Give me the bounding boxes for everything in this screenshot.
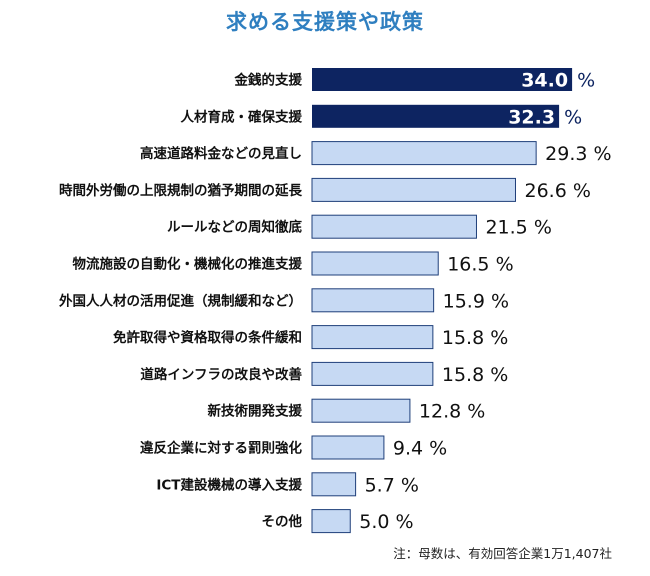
- value-label: 21.5 %: [485, 217, 551, 239]
- bar: [311, 141, 537, 166]
- value-label: 12.8 %: [419, 401, 485, 423]
- footnote: 注：母数は、有効回答企業1万1,407社: [393, 546, 612, 561]
- bar: [311, 251, 439, 276]
- bar: [311, 177, 516, 202]
- category-label: 時間外労働の上限規制の猶予期間の延長: [59, 182, 302, 199]
- bar: [311, 361, 434, 386]
- category-label: 違反企業に対する罰則強化: [140, 440, 302, 457]
- unit-label: %: [564, 106, 582, 128]
- bar: [311, 435, 385, 460]
- unit-label: %: [577, 70, 595, 92]
- value-label: 15.8 %: [442, 364, 508, 386]
- value-label: 26.6 %: [524, 180, 590, 202]
- bar: [311, 325, 434, 350]
- category-label: 道路インフラの改良や改善: [140, 366, 302, 383]
- value-label: 29.3 %: [545, 143, 611, 165]
- value-label: 15.9 %: [443, 290, 509, 312]
- bar: [311, 288, 435, 313]
- category-label: 免許取得や資格取得の条件緩和: [113, 329, 302, 346]
- bar: [312, 104, 560, 128]
- category-label: その他: [262, 513, 303, 530]
- bar: [311, 509, 351, 534]
- category-label: 高速道路料金などの見直し: [140, 145, 302, 162]
- value-label: 5.7 %: [365, 474, 419, 496]
- value-label: 32.3: [508, 106, 555, 128]
- bar: [311, 398, 411, 423]
- category-label: 新技術開発支援: [208, 403, 303, 420]
- value-label: 16.5 %: [447, 254, 513, 276]
- category-label: 人材育成・確保支援: [181, 108, 303, 125]
- bar: [312, 68, 573, 91]
- value-label: 34.0: [521, 70, 568, 92]
- category-label: ルールなどの周知徹底: [167, 219, 302, 236]
- category-label: 外国人人材の活用促進（規制緩和など）: [59, 292, 302, 309]
- category-label: ICT建設機械の導入支援: [156, 476, 302, 493]
- bar: [311, 472, 357, 497]
- value-label: 9.4 %: [393, 438, 447, 460]
- category-label: 物流施設の自動化・機械化の推進支援: [73, 256, 303, 273]
- bar: [311, 214, 477, 239]
- value-label: 5.0 %: [359, 511, 413, 533]
- value-label: 15.8 %: [442, 327, 508, 349]
- category-label: 金銭的支援: [234, 72, 303, 89]
- chart-title: 求める支援策や政策: [226, 10, 424, 34]
